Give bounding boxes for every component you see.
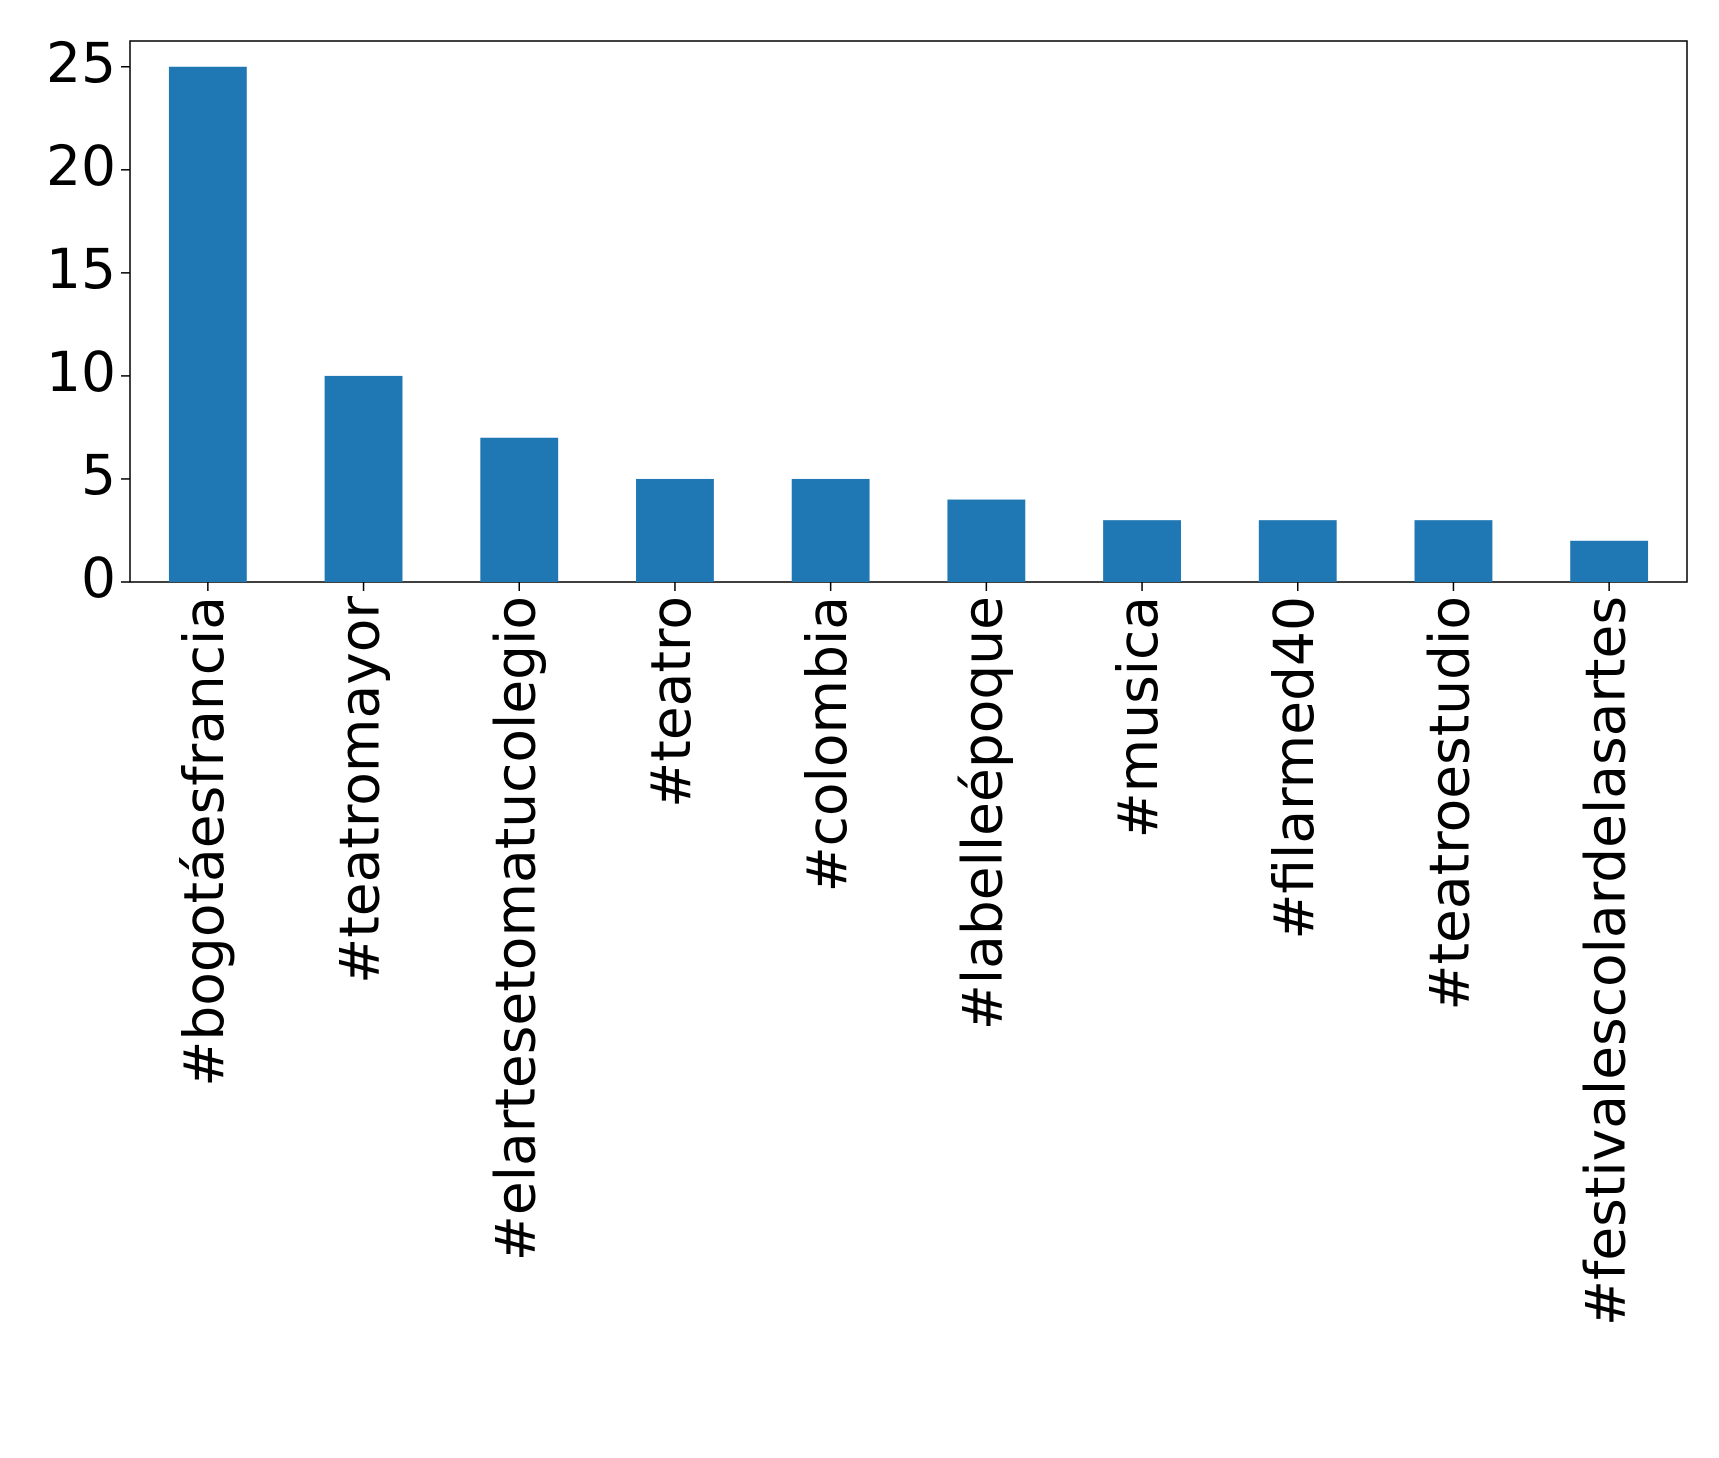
x-tick-label: #elartesetomatucolegio: [483, 596, 547, 1261]
x-tick-label: #teatromayor: [328, 596, 392, 984]
bar: [1258, 520, 1337, 582]
bar: [324, 375, 403, 582]
bar: [636, 478, 714, 582]
x-tick-label: #teatro: [639, 596, 703, 808]
y-tick-label: 10: [46, 340, 116, 404]
y-tick-label: 0: [81, 546, 116, 610]
x-tick-label: #festivalescolardelasartes: [1573, 596, 1637, 1326]
x-tick-label: #teatroestudio: [1418, 596, 1482, 1011]
x-tick-label: #colombia: [795, 596, 859, 892]
x-tick-label: #musica: [1106, 596, 1170, 838]
bar: [1103, 520, 1181, 582]
x-tick-label: #filarmed40: [1262, 596, 1326, 940]
bar: [480, 437, 559, 582]
bar: [168, 66, 247, 582]
plot-frame: [129, 40, 1688, 583]
y-tick-label: 20: [46, 134, 116, 198]
bar: [791, 478, 870, 582]
y-tick-label: 15: [46, 237, 116, 301]
y-tick-label: 25: [46, 31, 116, 95]
x-tick-label: #bogotáesfrancia: [172, 596, 236, 1087]
y-tick-label: 5: [81, 443, 116, 507]
bar: [1414, 520, 1493, 582]
bar: [947, 499, 1026, 582]
x-tick-label: #labelleépoque: [950, 596, 1014, 1030]
bar: [1570, 540, 1649, 582]
